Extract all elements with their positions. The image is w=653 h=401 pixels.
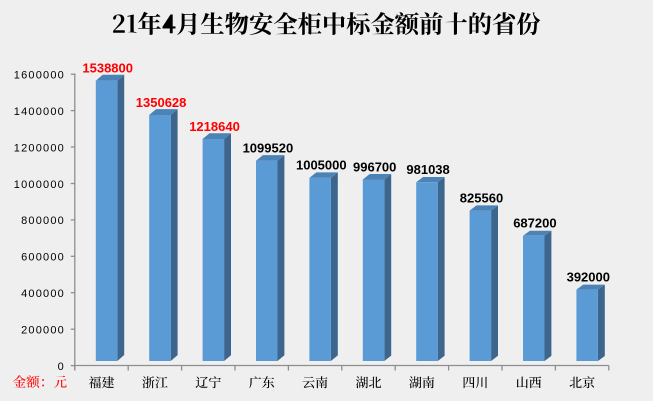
svg-text:400000: 400000 (21, 288, 65, 300)
svg-text:1400000: 1400000 (14, 106, 65, 118)
svg-text:1000000: 1000000 (14, 179, 65, 191)
svg-text:1538800: 1538800 (82, 61, 133, 76)
svg-text:800000: 800000 (21, 215, 65, 227)
svg-text:981038: 981038 (406, 162, 449, 177)
svg-text:200000: 200000 (21, 325, 65, 337)
svg-text:996700: 996700 (353, 159, 396, 174)
svg-text:1099520: 1099520 (243, 141, 294, 156)
svg-text:0: 0 (58, 361, 65, 373)
svg-text:1218640: 1218640 (189, 119, 240, 134)
svg-text:687200: 687200 (513, 216, 556, 231)
svg-text:392000: 392000 (567, 269, 610, 284)
svg-text:1600000: 1600000 (14, 70, 65, 82)
svg-text:600000: 600000 (21, 252, 65, 264)
svg-text:1005000: 1005000 (296, 158, 347, 173)
svg-text:825560: 825560 (460, 190, 503, 205)
svg-text:1200000: 1200000 (14, 142, 65, 154)
svg-text:1350628: 1350628 (136, 95, 187, 110)
